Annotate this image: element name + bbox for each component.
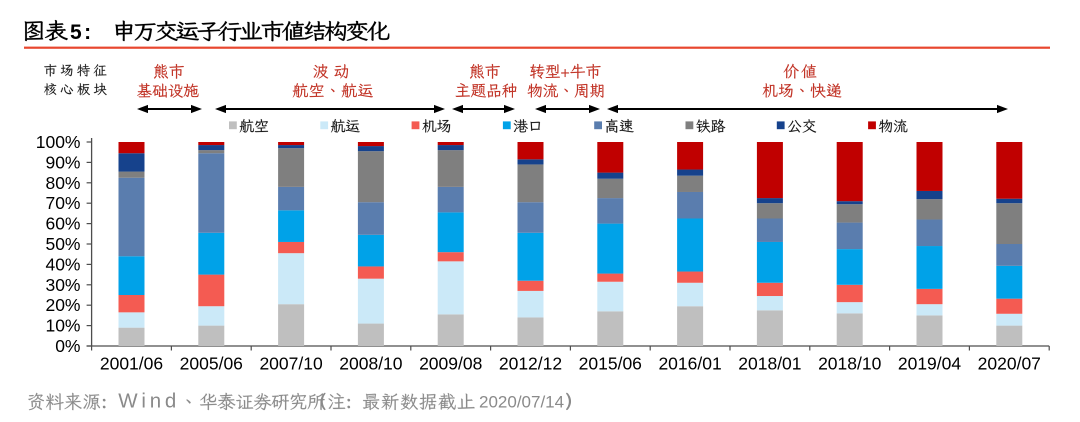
svg-text:2018/01: 2018/01 xyxy=(738,354,801,374)
svg-text:100%: 100% xyxy=(36,132,81,152)
svg-text:2005/06: 2005/06 xyxy=(180,354,243,374)
svg-text:50%: 50% xyxy=(45,234,80,254)
svg-text:2019/04: 2019/04 xyxy=(898,354,962,374)
svg-text:90%: 90% xyxy=(45,152,80,172)
svg-text:2015/06: 2015/06 xyxy=(579,354,642,374)
svg-text:80%: 80% xyxy=(45,173,80,193)
svg-text:2012/12: 2012/12 xyxy=(499,354,562,374)
svg-text:70%: 70% xyxy=(45,193,80,213)
svg-text:40%: 40% xyxy=(45,254,80,274)
svg-text:2020/07: 2020/07 xyxy=(978,354,1041,374)
svg-text:10%: 10% xyxy=(45,316,80,336)
svg-text:20%: 20% xyxy=(45,295,80,315)
svg-text:60%: 60% xyxy=(45,214,80,234)
svg-text:2009/08: 2009/08 xyxy=(419,354,482,374)
svg-text:30%: 30% xyxy=(45,275,80,295)
svg-text:2001/06: 2001/06 xyxy=(100,354,163,374)
svg-text:Wind: Wind xyxy=(118,389,180,412)
svg-text:2020/07/14: 2020/07/14 xyxy=(479,392,564,411)
svg-text:2008/10: 2008/10 xyxy=(339,354,403,374)
svg-text:0%: 0% xyxy=(55,336,80,356)
svg-text:5:: 5: xyxy=(70,21,94,44)
svg-text:2018/10: 2018/10 xyxy=(818,354,882,374)
svg-text:2007/10: 2007/10 xyxy=(259,354,323,374)
svg-text:2016/01: 2016/01 xyxy=(658,354,721,374)
